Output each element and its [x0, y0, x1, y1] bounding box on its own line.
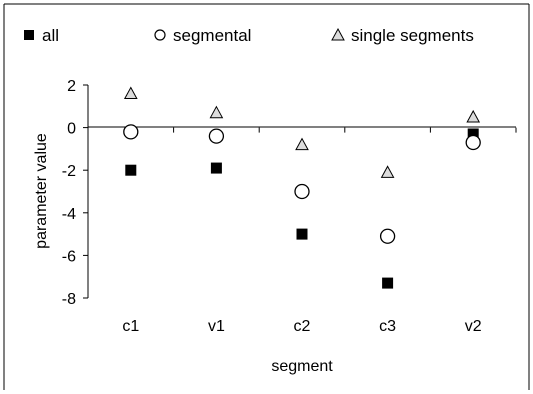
point-single-segments: [380, 165, 395, 178]
y-axis: 2 0 -2 -4 -6 -8: [62, 78, 89, 308]
x-axis-title: segment: [271, 358, 333, 375]
point-all: [125, 164, 137, 176]
legend-label-all: all: [42, 26, 59, 45]
point-segmental: [294, 183, 310, 200]
point-segmental: [379, 228, 396, 244]
y-tick-label: -6: [62, 248, 76, 265]
y-tick-label: 2: [67, 78, 76, 95]
y-axis-title: parameter value: [33, 133, 50, 249]
legend-label-segmental: segmental: [173, 26, 251, 45]
point-all: [296, 228, 308, 240]
point-all: [210, 162, 222, 174]
y-tick-label: -4: [62, 206, 76, 223]
point-single-segments: [209, 105, 224, 119]
point-segmental: [123, 124, 139, 140]
x-tick-label: v2: [465, 318, 482, 335]
y-tick-label: 0: [67, 121, 76, 138]
x-tick-label: c1: [122, 318, 139, 335]
legend-marker-all: [24, 30, 34, 40]
x-tick-label: v1: [208, 318, 225, 335]
legend-label-single-segments: single segments: [351, 26, 474, 45]
legend-marker-single-segments: [331, 27, 345, 41]
y-tick-label: -8: [62, 291, 76, 308]
y-tick-label: -2: [62, 163, 76, 180]
point-single-segments: [295, 137, 309, 151]
legend-marker-segmental: [154, 29, 166, 41]
point-segmental: [208, 128, 225, 144]
point-single-segments: [123, 86, 138, 100]
data-points: [123, 86, 481, 289]
point-all: [382, 277, 394, 289]
legend: all segmental single segments: [24, 26, 474, 45]
x-tick-label: c3: [379, 318, 396, 335]
point-single-segments: [466, 109, 481, 123]
x-tick-label: c2: [294, 318, 311, 335]
point-all: [467, 128, 479, 140]
x-axis: c1 v1 c2 c3 v2: [87, 126, 517, 335]
point-segmental: [465, 134, 481, 151]
